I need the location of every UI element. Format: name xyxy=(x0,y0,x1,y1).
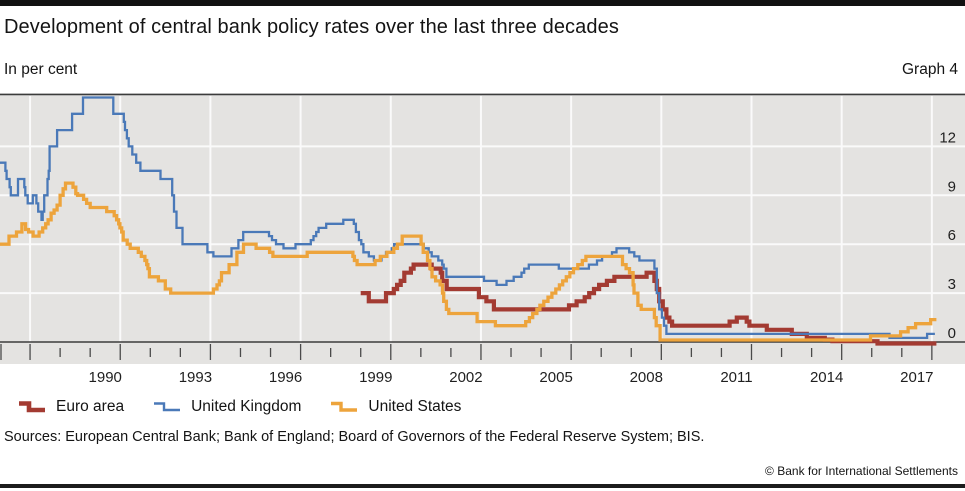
x-axis-year-label: 2002 xyxy=(449,369,482,386)
step-line-swatch-united-states xyxy=(331,401,358,412)
unit-label: In per cent xyxy=(4,61,78,78)
legend-item-euro-area: Euro area xyxy=(18,398,124,416)
x-axis-year-label: 1996 xyxy=(269,369,302,386)
page-title: Development of central bank policy rates… xyxy=(4,16,619,38)
x-axis-year-label: 2011 xyxy=(720,369,752,386)
step-line-swatch-united-kingdom xyxy=(154,402,181,412)
graph-number-label: Graph 4 xyxy=(901,61,958,78)
series-line-euro-area xyxy=(360,262,937,346)
legend-label-united-states: United States xyxy=(368,398,462,415)
series-line-united-kingdom xyxy=(0,96,935,340)
x-axis-year-label: 1990 xyxy=(89,369,122,386)
bottom-bar xyxy=(0,484,965,488)
y-axis-value-label: 3 xyxy=(948,276,956,293)
series-line-united-states xyxy=(0,181,937,342)
legend-label-united-kingdom: United Kingdom xyxy=(191,398,302,415)
top-bar xyxy=(0,0,965,6)
chart-legend: Euro area United Kingdom United States xyxy=(18,396,490,418)
copyright-note: © Bank for International Settlements xyxy=(765,464,958,478)
x-axis-year-label: 1999 xyxy=(359,369,392,386)
step-line-swatch-euro-area xyxy=(19,401,45,413)
x-axis-year-label: 2014 xyxy=(810,369,843,386)
legend-item-united-kingdom: United Kingdom xyxy=(153,398,301,416)
legend-label-euro-area: Euro area xyxy=(56,398,125,415)
legend-item-united-states: United States xyxy=(330,398,461,416)
x-axis-year-label: 2017 xyxy=(900,369,933,386)
x-axis-year-label: 2008 xyxy=(630,369,663,386)
y-axis-value-label: 12 xyxy=(939,129,956,146)
y-axis-value-label: 6 xyxy=(948,227,956,244)
y-axis-value-label: 9 xyxy=(948,178,956,195)
x-axis-year-label: 1993 xyxy=(179,369,212,386)
sources-note: Sources: European Central Bank; Bank of … xyxy=(4,429,705,445)
plot-background xyxy=(0,96,965,364)
y-axis-value-label: 0 xyxy=(948,325,956,342)
x-axis-year-label: 2005 xyxy=(539,369,572,386)
